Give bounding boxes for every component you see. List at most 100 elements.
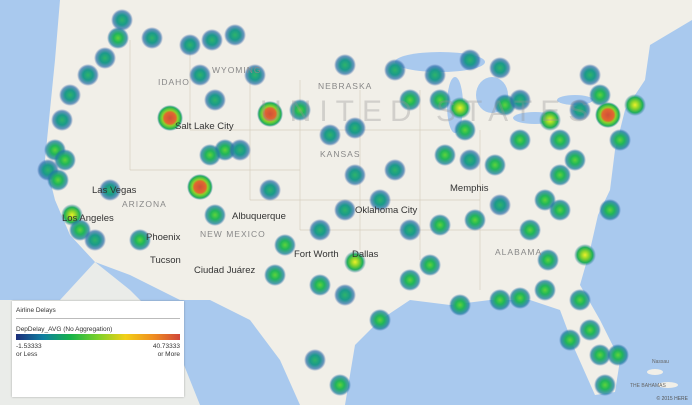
heatmap-point [624,94,646,116]
heatmap-point [434,144,456,166]
heatmap-point [59,84,81,106]
heatmap-point [574,244,596,266]
label-oklahoma-city: Oklahoma City [355,205,418,216]
heatmap-point [204,204,226,226]
heatmap-point [47,169,69,191]
legend-title: Airline Delays [16,307,56,314]
heatmap-point [84,229,106,251]
heatmap-point [419,254,441,276]
heatmap-point [369,309,391,331]
heatmap-point [399,89,421,111]
label-nassau: Nassau [652,359,669,365]
heatmap-point [569,289,591,311]
label-tucson: Tucson [150,255,181,266]
label-united-states: UNITED STATES [260,95,597,128]
heatmap-point [549,129,571,151]
heatmap-point [589,84,611,106]
heatmap-point [509,89,531,111]
label-new-mexico: NEW MEXICO [200,229,266,239]
heatmap-point [244,64,266,86]
heatmap-point [201,29,223,51]
heatmap-point [459,149,481,171]
label-albuquerque: Albuquerque [232,211,286,222]
heatmap-point [199,144,221,166]
legend-max-suffix: or More [157,351,180,358]
heatmap-point [274,234,296,256]
heatmap-point [319,124,341,146]
heatmap-point [334,284,356,306]
heatmap-point [589,344,611,366]
heatmap-point [519,219,541,241]
heatmap-point [94,47,116,69]
heatmap-point [99,179,121,201]
heatmap-point [384,159,406,181]
heatmap-point [509,129,531,151]
heatmap-point [449,294,471,316]
heatmap-point [489,57,511,79]
heatmap-point [464,209,486,231]
heatmap-point [51,109,73,131]
label-kansas: KANSAS [320,149,361,159]
heatmap-point [309,219,331,241]
legend-min-suffix: or Less [16,351,38,358]
heatmap-point [429,89,451,111]
heatmap-point [539,109,561,131]
heatmap-point [257,101,283,127]
bahamas [647,369,678,388]
heatmap-point [309,274,331,296]
heatmap-point [549,199,571,221]
copyright: © 2015 HERE [656,396,688,402]
label-arizona: ARIZONA [122,199,167,209]
heatmap-point [344,251,366,273]
heatmap-point [157,105,183,131]
heatmap-point [204,89,226,111]
legend-field: DepDelay_AVG (No Aggregation) [16,326,113,333]
heatmap-point [264,264,286,286]
heatmap-point [54,149,76,171]
legend-min-value: -1.53333 [16,343,42,350]
heatmap-point [289,99,311,121]
heatmap-point [594,374,616,396]
heatmap-point [129,229,151,251]
heatmap-point [424,64,446,86]
heatmap-point [459,49,481,71]
legend-color-ramp [16,334,180,340]
heatmap-point [384,59,406,81]
heatmap-point [609,129,631,151]
heatmap-point [579,319,601,341]
heatmap-point [224,24,246,46]
heatmap-point [537,249,559,271]
heatmap-point [564,149,586,171]
heatmap-point [304,349,326,371]
heatmap-point [549,164,571,186]
heatmap-point [334,199,356,221]
heatmap-point [179,34,201,56]
heatmap-point [334,54,356,76]
heatmap-point [454,119,476,141]
label-alabama: ALABAMA [495,247,543,257]
label-los-angeles: Los Angeles [62,213,114,224]
heatmap-point [329,374,351,396]
heatmap-point [484,154,506,176]
label-wyoming: WYOMING [212,65,262,75]
heatmap-point [489,194,511,216]
label-phoenix: Phoenix [146,232,181,243]
label-bahamas: THE BAHAMAS [630,383,666,389]
heatmap-point [187,174,213,200]
label-dallas: Dallas [352,249,379,260]
heatmap-point [111,9,133,31]
heatmap-point [489,289,511,311]
label-salt-lake-city: Salt Lake City [175,121,234,132]
heatmap-point [599,199,621,221]
heatmap-point [259,179,281,201]
heatmap-point [77,64,99,86]
legend-max-value: 40.73333 [152,343,180,350]
heatmap-point [141,27,163,49]
heatmap-point [229,139,251,161]
heatmap-point [399,269,421,291]
heatmap-point [579,64,601,86]
heatmap-point [449,97,471,119]
legend-divider [16,318,180,319]
heatmap-point [399,219,421,241]
heatmap-point [344,164,366,186]
